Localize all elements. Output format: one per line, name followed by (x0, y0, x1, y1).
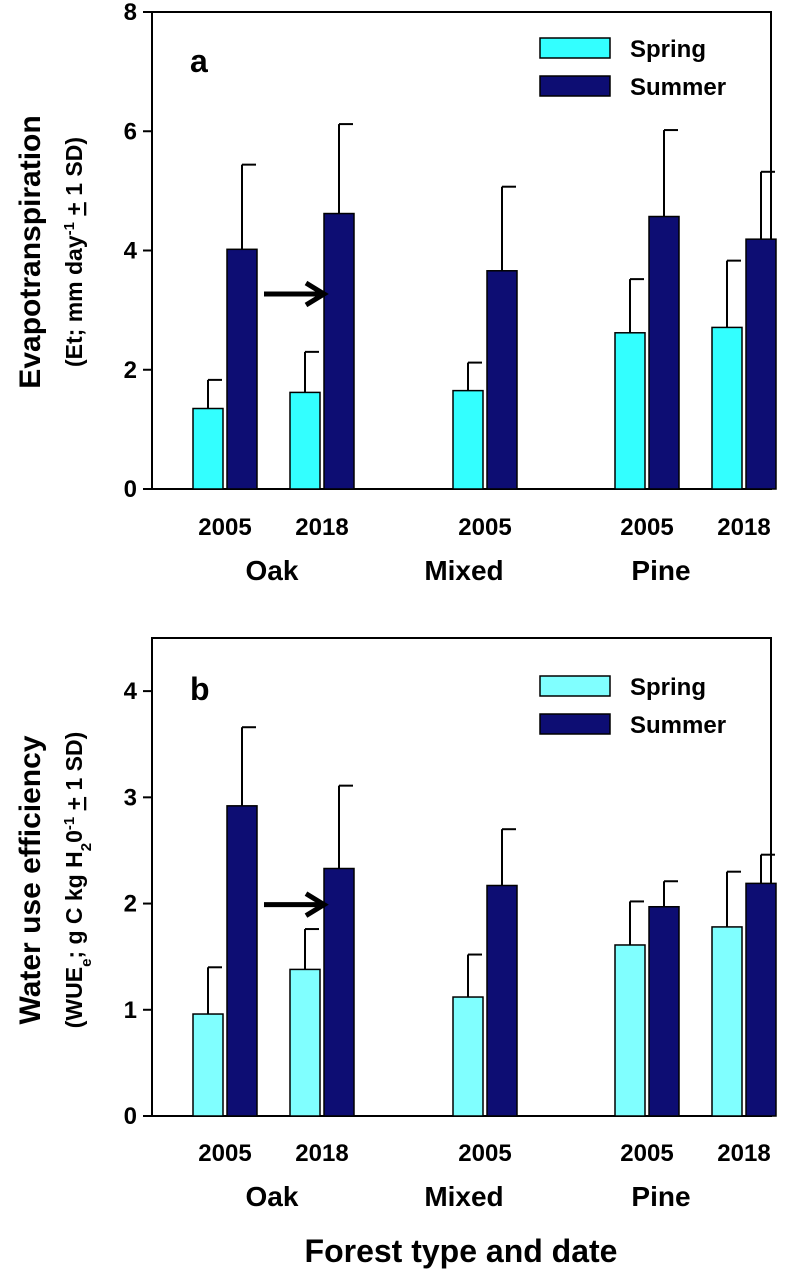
y-axis-subtitle-part: 0 (61, 830, 87, 843)
spring-bar (452, 996, 484, 1117)
y-axis-subtitle-part: (WUE (61, 967, 87, 1028)
x-group-label: Pine (631, 555, 690, 586)
y-tick-label: 0 (124, 476, 137, 503)
y-axis-subtitle-part: -1 (61, 222, 78, 235)
summer-bar (323, 212, 355, 490)
spring-bar (289, 391, 321, 490)
x-category-label: 2005 (620, 514, 673, 541)
x-group-label: Pine (631, 1181, 690, 1212)
x-category-label: 2005 (198, 514, 251, 541)
x-category-label: 2018 (717, 1140, 770, 1167)
x-group-label: Mixed (424, 555, 503, 586)
y-tick-label: 4 (124, 238, 138, 265)
y-tick-label: 6 (124, 118, 137, 145)
y-axis-subtitle-part: e (78, 959, 95, 967)
y-axis-title: Evapotranspiration (14, 115, 47, 388)
x-category-label: 2005 (620, 1140, 673, 1167)
y-tick-label: 2 (124, 891, 137, 918)
y-axis-subtitle-part: 1 SD) (61, 137, 87, 202)
panel-a: 0 2 4 6 8 2005 2018 2005 2005 2018 Oak Mixed Pine a Sp… (14, 0, 777, 586)
summer-bar (486, 270, 518, 490)
y-tick-label: 0 (124, 1103, 137, 1130)
x-category-label: 2005 (458, 514, 511, 541)
legend-label: Summer (630, 712, 726, 739)
legend-label: Spring (630, 36, 706, 63)
y-axis-subtitle-part: ; g C kg H (61, 851, 87, 958)
spring-bar (614, 944, 646, 1117)
spring-bar (711, 926, 743, 1117)
y-tick-label: 8 (124, 0, 137, 26)
spring-bar (289, 968, 321, 1117)
summer-bar (486, 884, 518, 1117)
y-axis-title: Water use efficiency (14, 735, 47, 1024)
y-axis-subtitle-part: (Et; mm day (61, 235, 87, 367)
y-axis-subtitle: (Et; mm day-1 + 1 SD) (61, 137, 88, 367)
legend-swatch-summer (539, 75, 611, 97)
x-category-label: 2018 (717, 514, 770, 541)
x-axis-title: Forest type and date (305, 1233, 618, 1269)
x-category-label: 2018 (295, 1140, 348, 1167)
spring-bar (192, 1013, 224, 1117)
y-tick-label: 2 (124, 357, 137, 384)
spring-bar (192, 407, 224, 490)
y-axis-subtitle-part: + (61, 202, 87, 215)
legend-label: Summer (630, 74, 726, 101)
x-category-label: 2005 (458, 1140, 511, 1167)
legend-swatch-spring (539, 675, 611, 697)
summer-bar (226, 248, 258, 490)
y-axis-subtitle-part: -1 (61, 817, 78, 830)
y-axis-subtitle-part: 2 (78, 843, 95, 851)
x-group-label: Oak (246, 1181, 299, 1212)
y-tick-label: 1 (124, 997, 137, 1024)
summer-bar (648, 905, 680, 1117)
x-category-label: 2005 (198, 1140, 251, 1167)
summer-bar (226, 805, 258, 1117)
x-category-label: 2018 (295, 514, 348, 541)
legend-swatch-spring (539, 37, 611, 59)
arrow-icon (264, 891, 329, 918)
summer-bar (745, 238, 777, 490)
summer-bar (745, 882, 777, 1117)
x-group-label: Mixed (424, 1181, 503, 1212)
panel-letter: a (190, 43, 208, 79)
spring-bar (452, 389, 484, 490)
y-tick-label: 4 (124, 678, 138, 705)
spring-bar (711, 326, 743, 490)
legend-label: Spring (630, 674, 706, 701)
spring-bar (614, 332, 646, 490)
summer-bar (323, 867, 355, 1117)
arrow-icon (264, 280, 329, 308)
y-axis-subtitle-part: 1 SD) (61, 732, 87, 797)
legend-swatch-summer (539, 713, 611, 735)
panel-b: 0 1 2 3 4 2005 2018 2005 2005 2018 Oak Mixed Pine b Sp… (14, 637, 777, 1269)
x-group-label: Oak (246, 555, 299, 586)
y-tick-label: 3 (124, 784, 137, 811)
y-axis-subtitle-part: + (61, 797, 87, 810)
arrow-head (304, 891, 329, 918)
panel-letter: b (190, 671, 210, 707)
arrow-head (304, 280, 329, 308)
y-axis-subtitle: (WUEe; g C kg H20-1 + 1 SD) (61, 732, 95, 1029)
summer-bar (648, 215, 680, 490)
